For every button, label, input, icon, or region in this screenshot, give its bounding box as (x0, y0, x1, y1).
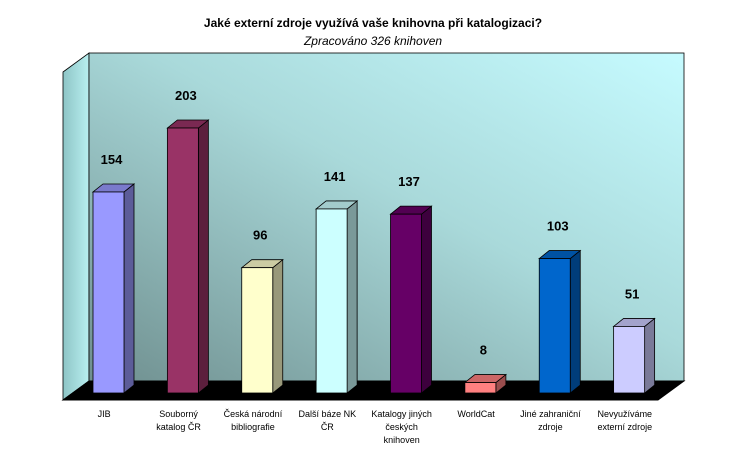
floor (61, 380, 686, 401)
category-label: WorldCat (457, 409, 495, 419)
data-label: 51 (625, 286, 639, 301)
bar-2 (166, 127, 199, 394)
bar-side (123, 183, 135, 394)
bar-6 (464, 382, 497, 394)
data-label: 141 (324, 169, 346, 184)
side-wall (62, 52, 90, 401)
category-label: katalog ČR (156, 422, 201, 432)
category-label: Další báze NK (299, 409, 357, 419)
data-label: 96 (253, 228, 267, 243)
bar-side (644, 317, 656, 394)
bar-8 (613, 326, 646, 394)
data-label: 154 (101, 152, 123, 167)
data-label: 203 (175, 88, 197, 103)
bar-4 (315, 208, 348, 394)
bar-side (421, 205, 432, 394)
bar-side (272, 258, 284, 394)
category-label: externí zdroje (598, 422, 653, 432)
category-label: bibliografie (231, 422, 275, 432)
data-label: 8 (480, 343, 487, 358)
chart-title: Jaké externí zdroje využívá vaše knihovn… (203, 16, 543, 30)
bar-side (197, 119, 209, 394)
data-label: 103 (547, 219, 569, 234)
bar-5 (390, 213, 422, 394)
bar-1 (92, 191, 125, 394)
category-label: ČR (321, 422, 334, 432)
category-label: Souborný (159, 409, 198, 419)
category-label: Nevyužíváme (598, 409, 653, 419)
bar-side (569, 249, 581, 394)
category-label: JIB (98, 409, 111, 419)
chart-subtitle: Zpracováno 326 knihoven (303, 34, 443, 48)
category-label: českých (385, 422, 418, 432)
bar-3 (241, 267, 274, 394)
category-label: knihoven (384, 435, 420, 445)
bar-side (346, 200, 358, 394)
data-label: 137 (398, 174, 420, 189)
category-label: Jiné zahraniční (520, 409, 581, 419)
category-label: Katalogy jiných (371, 409, 432, 419)
category-label: zdroje (538, 422, 563, 432)
category-label: Česká národní (224, 409, 283, 419)
bar-7 (538, 258, 571, 394)
